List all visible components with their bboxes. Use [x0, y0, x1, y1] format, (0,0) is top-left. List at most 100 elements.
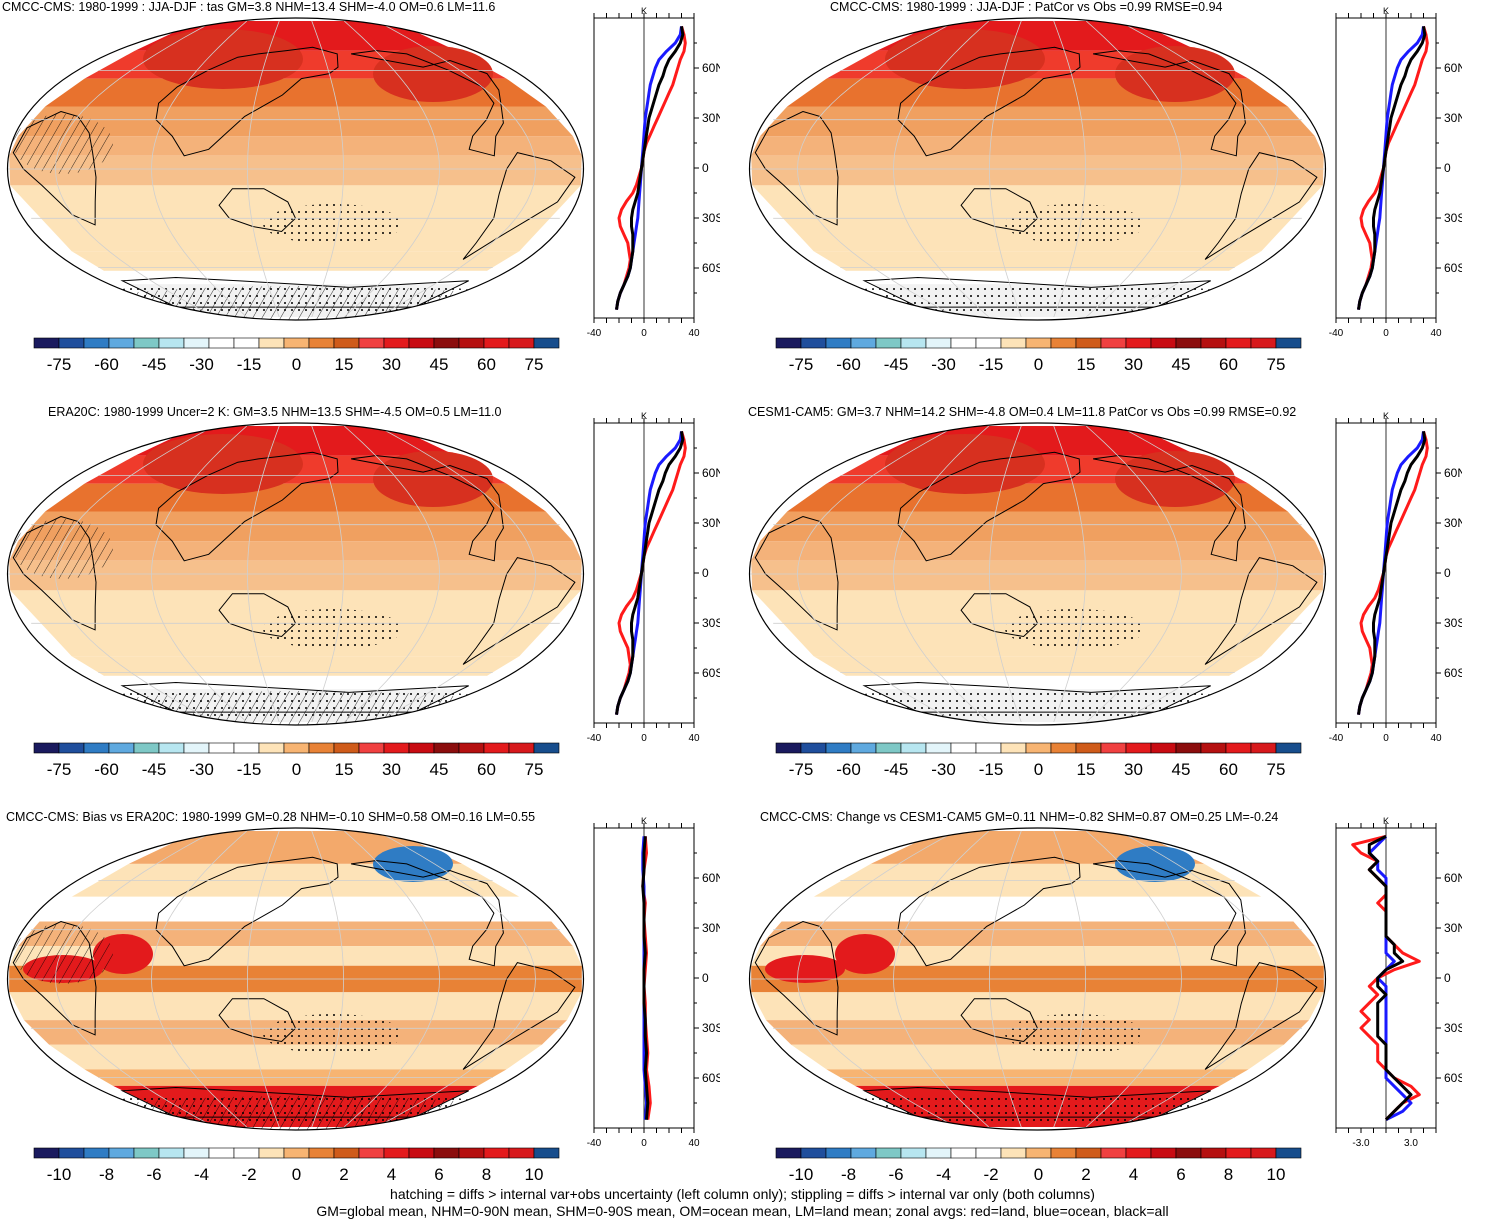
- panel-tas-era20c: ERA20C: 1980-1999 Uncer=2 K: GM=3.5 NHM=…: [0, 405, 742, 810]
- colorbar-label: -15: [237, 760, 262, 779]
- colorbar-box: [308, 337, 335, 349]
- colorbar-box: [433, 1147, 460, 1159]
- lat-band: [813, 656, 1262, 676]
- colorbar-label: -10: [789, 1165, 814, 1184]
- graticule-lon: [893, 830, 989, 1128]
- colorbar-box: [1250, 742, 1277, 754]
- map-border: [6, 17, 585, 321]
- colorbar-label: 75: [1267, 760, 1286, 779]
- colorbar-box: [308, 742, 335, 754]
- lat-band: [751, 560, 1324, 591]
- panel-change-cesm: CMCC-CMS: Change vs CESM1-CAM5 GM=0.11 N…: [742, 810, 1484, 1215]
- colorbar-box: [825, 1147, 852, 1159]
- colorbar-label: -2: [983, 1165, 998, 1184]
- colorbar-box: [1000, 742, 1027, 754]
- lat-band: [813, 251, 1262, 271]
- zonal-mean-plot: K 60N 30N 0 30S 60S -40 0 40: [587, 411, 720, 744]
- colorbar-label: 60: [477, 760, 496, 779]
- colorbar-box: [408, 742, 435, 754]
- colorbar-box: [183, 337, 210, 349]
- colorbar-box: [1175, 742, 1202, 754]
- colorbar-box: [183, 742, 210, 754]
- colorbar-label: 45: [430, 355, 449, 374]
- colorbar-label: 60: [1219, 760, 1238, 779]
- colorbar-label: 30: [1124, 760, 1143, 779]
- x-tick-label: 40: [1430, 733, 1442, 744]
- lat-tick-label: 60N: [702, 871, 720, 885]
- colorbar-label: 30: [382, 355, 401, 374]
- lat-tick-label: 30S: [702, 1021, 720, 1035]
- panel-title: CMCC-CMS: 1980-1999 : JJA-DJF : PatCor v…: [830, 0, 1223, 14]
- graticule-lon: [1118, 830, 1278, 1128]
- colorbar: -75 -60 -45 -30 -15 0 15 30 45 60 75: [775, 742, 1302, 779]
- coastline-asia: [897, 856, 1081, 967]
- colorbar-box: [900, 337, 927, 349]
- hatching: [83, 691, 523, 725]
- colorbar-label: 75: [1267, 355, 1286, 374]
- colorbar-box: [333, 337, 360, 349]
- map-field: [7, 830, 584, 1130]
- colorbar-box: [950, 1147, 977, 1159]
- coastline-namerica: [1093, 455, 1246, 562]
- colorbar-box: [308, 1147, 335, 1159]
- zonal-mean-plot: K 60N 30N 0 30S 60S -3.0 3.0: [1335, 816, 1462, 1149]
- colorbar-box: [1150, 742, 1177, 754]
- colorbar-box: [1150, 1147, 1177, 1159]
- panel-title: CMCC-CMS: Change vs CESM1-CAM5 GM=0.11 N…: [760, 810, 1279, 824]
- colorbar-box: [950, 742, 977, 754]
- stippling: [815, 283, 1255, 315]
- graticule-lon: [311, 20, 344, 318]
- colorbar-box: [283, 337, 310, 349]
- all-series-line: [1357, 26, 1427, 310]
- graticule-lon: [376, 20, 536, 318]
- colorbar-label: 45: [1172, 355, 1191, 374]
- coastline-asia: [897, 451, 1081, 562]
- colorbar-label: 2: [1081, 1165, 1090, 1184]
- graticule-lon: [797, 20, 957, 318]
- colorbar-box: [825, 742, 852, 754]
- lat-band: [9, 560, 582, 591]
- lat-band: [71, 251, 520, 271]
- colorbar-box: [383, 1147, 410, 1159]
- graticule-lon: [247, 425, 280, 723]
- colorbar-label: 0: [292, 1165, 301, 1184]
- colorbar-box: [133, 1147, 160, 1159]
- colorbar-label: -30: [931, 355, 956, 374]
- x-tick-label: -40: [587, 1138, 602, 1149]
- colorbar-box: [508, 742, 535, 754]
- colorbar-box: [1200, 1147, 1227, 1159]
- ocean-series-line: [1357, 431, 1425, 715]
- cool-anomaly: [1115, 846, 1195, 882]
- lat-band: [49, 1044, 542, 1070]
- colorbar-box: [333, 1147, 360, 1159]
- colorbar-label: -60: [94, 760, 119, 779]
- colorbar-box: [1150, 337, 1177, 349]
- panel-tas-cmcc: CMCC-CMS: 1980-1999 : JJA-DJF : tas GM=3…: [0, 0, 742, 405]
- lat-tick-label: 0: [702, 971, 709, 985]
- stippling: [815, 1093, 1255, 1125]
- colorbar-box: [333, 742, 360, 754]
- x-tick-label: 0: [1383, 328, 1389, 339]
- x-tick-label: -3.0: [1352, 1138, 1370, 1149]
- lat-tick-label: 60S: [702, 666, 720, 680]
- graticule-lon: [1118, 20, 1278, 318]
- map-field: [749, 20, 1326, 318]
- land-series-line: [1357, 25, 1429, 310]
- colorbar-label: 0: [1034, 760, 1043, 779]
- colorbar-box: [875, 337, 902, 349]
- colorbar-box: [1075, 337, 1102, 349]
- colorbar-box: [975, 1147, 1002, 1159]
- colorbar-box: [1125, 1147, 1152, 1159]
- graticule-lon: [311, 425, 344, 723]
- colorbar-box: [258, 337, 285, 349]
- colorbar-box: [975, 337, 1002, 349]
- colorbar-box: [533, 742, 560, 754]
- x-tick-label: 3.0: [1404, 1138, 1418, 1149]
- graticule-lon: [893, 20, 989, 318]
- coastline-namerica: [1093, 50, 1246, 157]
- colorbar-box: [1075, 742, 1102, 754]
- x-tick-label: -40: [587, 733, 602, 744]
- colorbar-box: [158, 1147, 185, 1159]
- colorbar-label: 2: [339, 1165, 348, 1184]
- stippling: [1005, 1014, 1145, 1054]
